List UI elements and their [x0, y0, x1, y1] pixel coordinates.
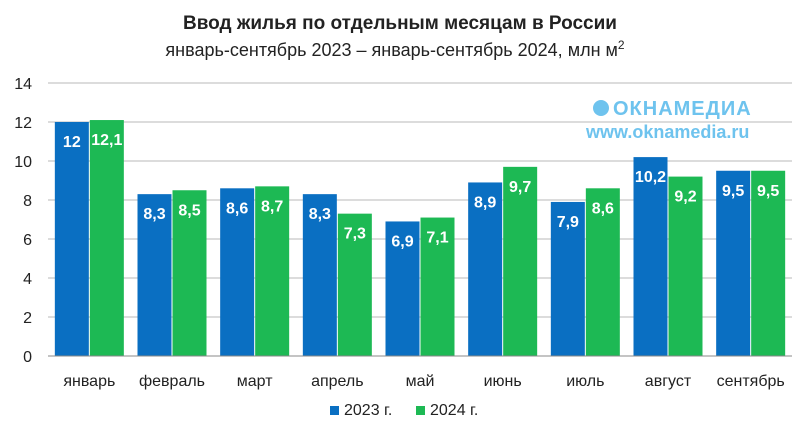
chart-subtitle-text: январь-сентябрь 2023 – январь-сентябрь 2… [165, 40, 617, 60]
y-tick-label: 8 [23, 193, 32, 210]
data-label: 9,2 [674, 189, 696, 206]
bar [633, 157, 668, 356]
y-axis: 0 2 4 6 8 10 12 14 [14, 76, 32, 366]
bar [503, 166, 538, 356]
data-label: 6,9 [391, 233, 413, 250]
legend-swatch [416, 406, 425, 415]
bar [54, 122, 89, 356]
data-label: 8,9 [474, 194, 496, 211]
bar [337, 213, 372, 356]
y-tick-label: 4 [23, 271, 32, 288]
chart-subtitle: январь-сентябрь 2023 – январь-сентябрь 2… [165, 38, 624, 60]
bar [172, 190, 207, 356]
legend-label: 2023 г. [344, 402, 392, 419]
bar [302, 194, 337, 356]
data-label: 8,6 [226, 200, 248, 217]
data-label: 8,7 [261, 198, 283, 215]
y-tick-label: 6 [23, 232, 32, 249]
x-tick-label: январь [63, 373, 115, 390]
legend-label: 2024 г. [430, 402, 478, 419]
bar [550, 201, 585, 356]
grid [48, 82, 792, 318]
bar [137, 194, 172, 356]
x-tick-label: июнь [484, 373, 522, 390]
data-label: 9,5 [757, 183, 779, 200]
data-label: 7,3 [344, 226, 366, 243]
data-label: 8,3 [143, 206, 165, 223]
bar [468, 182, 503, 356]
bar [385, 221, 420, 356]
y-tick-label: 0 [23, 349, 32, 366]
y-tick-label: 14 [14, 76, 32, 93]
x-tick-label: февраль [139, 373, 205, 390]
data-label: 7,9 [557, 214, 579, 231]
y-tick-label: 10 [14, 154, 32, 171]
sun-icon [593, 100, 609, 116]
watermark-name: ОКНАМЕДИА [613, 98, 752, 120]
data-label: 9,7 [509, 179, 531, 196]
x-tick-label: апрель [311, 373, 364, 390]
bar [89, 120, 124, 356]
data-label: 10,2 [635, 169, 666, 186]
data-label: 8,3 [309, 206, 331, 223]
bar [751, 170, 786, 356]
bar [668, 176, 703, 356]
bar [220, 188, 255, 356]
x-tick-label: август [645, 373, 692, 390]
data-label: 8,6 [592, 200, 614, 217]
chart-subtitle-sup: 2 [618, 38, 625, 52]
bar [420, 217, 455, 356]
data-label: 8,5 [178, 202, 200, 219]
bars: 12 12,1 8,3 8,5 8,6 8,7 8,3 7,3 6,9 7,1 8,9 9,7 7,9 8… [54, 120, 786, 356]
bar [716, 170, 751, 356]
legend-swatch [330, 406, 339, 415]
y-tick-label: 2 [23, 310, 32, 327]
watermark-url: www.oknamedia.ru [585, 122, 749, 142]
watermark: ОКНАМЕДИА www.oknamedia.ru [585, 98, 752, 142]
x-tick-label: июль [566, 373, 604, 390]
data-label: 7,1 [426, 230, 448, 247]
legend: 2023 г. 2024 г. [330, 402, 478, 419]
data-label: 12,1 [91, 132, 122, 149]
data-label: 12 [63, 134, 81, 151]
x-tick-label: март [237, 373, 273, 390]
bar [585, 188, 620, 356]
x-tick-label: сентябрь [717, 373, 785, 390]
y-tick-label: 12 [14, 115, 32, 132]
bar [255, 186, 290, 356]
x-axis: январь февраль март апрель май июнь июль август… [63, 373, 784, 390]
data-label: 9,5 [722, 183, 744, 200]
chart-title: Ввод жилья по отдельным месяцам в России [183, 13, 617, 34]
x-tick-label: май [406, 373, 435, 390]
